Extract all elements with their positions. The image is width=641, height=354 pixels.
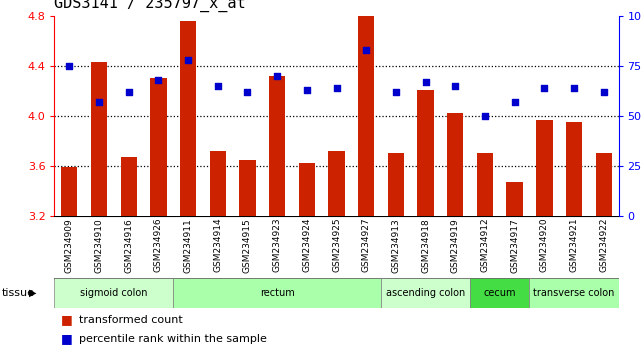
Bar [180, 21, 196, 354]
Text: GSM234918: GSM234918 [421, 218, 430, 273]
Text: ascending colon: ascending colon [386, 288, 465, 298]
Bar [358, 16, 374, 354]
Bar [417, 90, 434, 354]
Bar [566, 122, 582, 354]
Bar [239, 160, 256, 354]
Bar [470, 278, 529, 308]
Bar [328, 151, 345, 354]
Point [242, 89, 253, 95]
Point [64, 63, 74, 69]
Text: GSM234909: GSM234909 [65, 218, 74, 273]
Text: transformed count: transformed count [79, 315, 183, 325]
Text: GSM234910: GSM234910 [94, 218, 103, 273]
Bar [529, 278, 619, 308]
Text: cecum: cecum [483, 288, 516, 298]
Point [94, 99, 104, 105]
Text: tissue: tissue [1, 288, 34, 298]
Text: transverse colon: transverse colon [533, 288, 615, 298]
Text: GSM234926: GSM234926 [154, 218, 163, 273]
Text: sigmoid colon: sigmoid colon [80, 288, 147, 298]
Point [569, 85, 579, 91]
Bar [173, 278, 381, 308]
Text: GSM234913: GSM234913 [392, 218, 401, 273]
Point [391, 89, 401, 95]
Bar [121, 157, 137, 354]
Bar [388, 153, 404, 354]
Text: GSM234922: GSM234922 [599, 218, 608, 272]
Point [361, 47, 371, 53]
Bar [210, 151, 226, 354]
Bar [91, 62, 107, 354]
Bar [477, 153, 493, 354]
Text: GSM234911: GSM234911 [183, 218, 192, 273]
Text: GSM234921: GSM234921 [570, 218, 579, 273]
Text: GSM234915: GSM234915 [243, 218, 252, 273]
Bar [381, 278, 470, 308]
Bar [595, 153, 612, 354]
Text: GSM234924: GSM234924 [303, 218, 312, 272]
Text: percentile rank within the sample: percentile rank within the sample [79, 333, 267, 344]
Point [302, 87, 312, 93]
Text: rectum: rectum [260, 288, 294, 298]
Text: ■: ■ [61, 313, 72, 326]
Bar [536, 120, 553, 354]
Text: GSM234912: GSM234912 [481, 218, 490, 273]
Text: GSM234925: GSM234925 [332, 218, 341, 273]
Text: GSM234927: GSM234927 [362, 218, 370, 273]
Text: GSM234923: GSM234923 [272, 218, 281, 273]
Point [480, 113, 490, 119]
Point [450, 83, 460, 89]
Bar [447, 113, 463, 354]
Bar [54, 278, 173, 308]
Point [183, 57, 193, 63]
Text: GSM234919: GSM234919 [451, 218, 460, 273]
Text: ▶: ▶ [29, 288, 37, 298]
Bar [506, 182, 523, 354]
Text: GSM234916: GSM234916 [124, 218, 133, 273]
Bar [61, 167, 78, 354]
Text: ■: ■ [61, 332, 72, 345]
Point [599, 89, 609, 95]
Point [153, 77, 163, 83]
Text: GSM234917: GSM234917 [510, 218, 519, 273]
Bar [150, 79, 167, 354]
Text: GSM234914: GSM234914 [213, 218, 222, 273]
Bar [299, 164, 315, 354]
Point [213, 83, 223, 89]
Bar [269, 76, 285, 354]
Point [510, 99, 520, 105]
Point [124, 89, 134, 95]
Text: GSM234920: GSM234920 [540, 218, 549, 273]
Point [331, 85, 342, 91]
Point [539, 85, 549, 91]
Point [420, 79, 431, 85]
Text: GDS3141 / 235797_x_at: GDS3141 / 235797_x_at [54, 0, 246, 12]
Point [272, 73, 282, 79]
